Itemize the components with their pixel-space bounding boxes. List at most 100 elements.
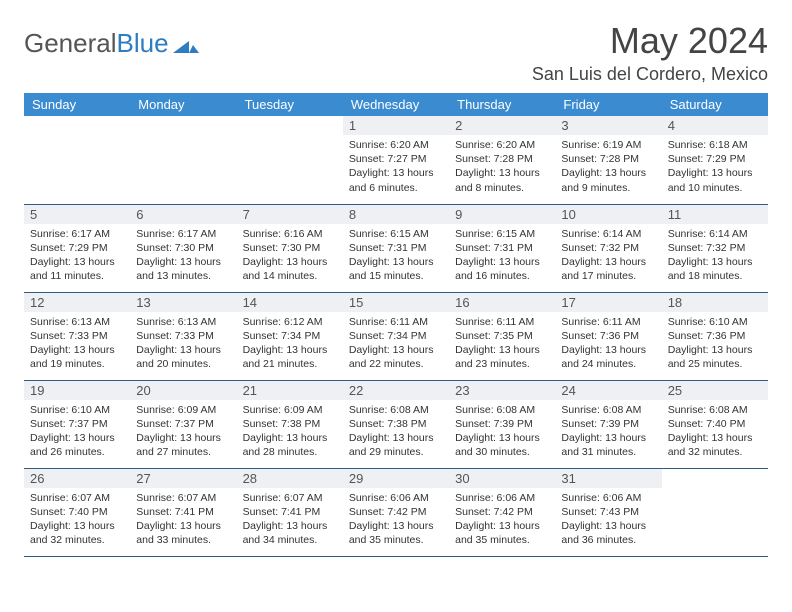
day-body: Sunrise: 6:08 AMSunset: 7:39 PMDaylight:… — [555, 400, 661, 464]
sunrise-line: Sunrise: 6:17 AM — [30, 228, 110, 240]
calendar-week-row: 12Sunrise: 6:13 AMSunset: 7:33 PMDayligh… — [24, 292, 768, 380]
sunrise-line: Sunrise: 6:09 AM — [136, 404, 216, 416]
calendar-cell: 7Sunrise: 6:16 AMSunset: 7:30 PMDaylight… — [237, 204, 343, 292]
brand-name-1: General — [24, 28, 117, 59]
day-number: 9 — [449, 205, 555, 224]
daylight-line: Daylight: 13 hours and 30 minutes. — [455, 432, 540, 458]
day-number: 19 — [24, 381, 130, 400]
calendar-cell: 6Sunrise: 6:17 AMSunset: 7:30 PMDaylight… — [130, 204, 236, 292]
day-body: Sunrise: 6:11 AM Sunset: 7:34 PM Daylight:… — [343, 312, 449, 376]
day-body: Sunrise: 6:18 AM Sunset: 7:29 PM Daylight:… — [662, 135, 768, 199]
daylight-line: Daylight: 13 hours and 18 minutes. — [668, 256, 753, 282]
sunset-line: Sunset: 7:41 PM — [243, 506, 321, 518]
day-body: Sunrise: 6:17 AMSunset: 7:30 PMDaylight:… — [130, 224, 236, 288]
daylight-line: Daylight: 13 hours and 15 minutes. — [349, 256, 434, 282]
day-number: 25 — [662, 381, 768, 400]
sunrise-line: Sunrise: 6:11 AM — [349, 316, 428, 328]
day-number: 20 — [130, 381, 236, 400]
day-number: 4 — [662, 116, 768, 135]
day-body: Sunrise: 6:14 AMSunset: 7:32 PMDaylight:… — [555, 224, 661, 288]
sunset-line: Sunset: 7:38 PM — [349, 418, 427, 430]
daylight-line: Daylight: 13 hours and 33 minutes. — [136, 520, 221, 546]
day-number: 27 — [130, 469, 236, 488]
daylight-line: Daylight: 13 hours and 6 minutes. — [349, 167, 434, 193]
sunset-line: Sunset: 7:34 PM — [243, 330, 321, 342]
sunset-line: Sunset: 7:40 PM — [30, 506, 108, 518]
calendar-week-row: 26Sunrise: 6:07 AMSunset: 7:40 PMDayligh… — [24, 468, 768, 556]
day-number: 10 — [555, 205, 661, 224]
daylight-line: Daylight: 13 hours and 10 minutes. — [668, 167, 753, 193]
weekday-header: Friday — [555, 93, 661, 116]
sunrise-line: Sunrise: 6:20 AM — [455, 139, 535, 151]
sunset-line: Sunset: 7:42 PM — [349, 506, 427, 518]
calendar-cell: 9Sunrise: 6:15 AMSunset: 7:31 PMDaylight… — [449, 204, 555, 292]
day-body: Sunrise: 6:16 AMSunset: 7:30 PMDaylight:… — [237, 224, 343, 288]
sunrise-line: Sunrise: 6:18 AM — [668, 139, 748, 151]
sunset-line: Sunset: 7:43 PM — [561, 506, 639, 518]
sunset-line: Sunset: 7:33 PM — [30, 330, 108, 342]
calendar-cell: 21Sunrise: 6:09 AMSunset: 7:38 PMDayligh… — [237, 380, 343, 468]
calendar-table: SundayMondayTuesdayWednesdayThursdayFrid… — [24, 93, 768, 557]
sunrise-line: Sunrise: 6:08 AM — [668, 404, 748, 416]
calendar-cell: 15 Sunrise: 6:11 AM Sunset: 7:34 PM Dayligh… — [343, 292, 449, 380]
weekday-header: Tuesday — [237, 93, 343, 116]
day-body: Sunrise: 6:15 AMSunset: 7:31 PMDaylight:… — [343, 224, 449, 288]
day-body: Sunrise: 6:07 AMSunset: 7:41 PMDaylight:… — [237, 488, 343, 552]
sunset-line: Sunset: 7:33 PM — [136, 330, 214, 342]
daylight-line: Daylight: 13 hours and 22 minutes. — [349, 344, 434, 370]
daylight-line: Daylight: 13 hours and 27 minutes. — [136, 432, 221, 458]
weekday-header: Thursday — [449, 93, 555, 116]
calendar-cell: 23Sunrise: 6:08 AMSunset: 7:39 PMDayligh… — [449, 380, 555, 468]
day-body: Sunrise: 6:17 AMSunset: 7:29 PMDaylight:… — [24, 224, 130, 288]
calendar-week-row: 5Sunrise: 6:17 AMSunset: 7:29 PMDaylight… — [24, 204, 768, 292]
sunrise-line: Sunrise: 6:17 AM — [136, 228, 216, 240]
day-body: Sunrise: 6:08 AMSunset: 7:39 PMDaylight:… — [449, 400, 555, 464]
sunrise-line: Sunrise: 6:15 AM — [455, 228, 535, 240]
day-body: Sunrise: 6:06 AMSunset: 7:42 PMDaylight:… — [449, 488, 555, 552]
day-number: 22 — [343, 381, 449, 400]
sunset-line: Sunset: 7:34 PM — [349, 330, 427, 342]
daylight-line: Daylight: 13 hours and 23 minutes. — [455, 344, 540, 370]
calendar-cell: 25Sunrise: 6:08 AMSunset: 7:40 PMDayligh… — [662, 380, 768, 468]
calendar-cell: 26Sunrise: 6:07 AMSunset: 7:40 PMDayligh… — [24, 468, 130, 556]
daylight-line: Daylight: 13 hours and 21 minutes. — [243, 344, 328, 370]
calendar-week-row: 19Sunrise: 6:10 AMSunset: 7:37 PMDayligh… — [24, 380, 768, 468]
daylight-line: Daylight: 13 hours and 24 minutes. — [561, 344, 646, 370]
sunrise-line: Sunrise: 6:10 AM — [30, 404, 110, 416]
daylight-line: Daylight: 13 hours and 16 minutes. — [455, 256, 540, 282]
sunrise-line: Sunrise: 6:08 AM — [349, 404, 429, 416]
day-number: 8 — [343, 205, 449, 224]
sunrise-line: Sunrise: 6:12 AM — [243, 316, 323, 328]
day-body: Sunrise: 6:13 AMSunset: 7:33 PMDaylight:… — [24, 312, 130, 376]
sunset-line: Sunset: 7:32 PM — [668, 242, 746, 254]
brand-logo-icon — [173, 35, 199, 53]
daylight-line: Daylight: 13 hours and 11 minutes. — [30, 256, 115, 282]
day-body: Sunrise: 6:08 AMSunset: 7:40 PMDaylight:… — [662, 400, 768, 464]
calendar-cell: 3Sunrise: 6:19 AMSunset: 7:28 PMDaylight… — [555, 116, 661, 204]
sunset-line: Sunset: 7:38 PM — [243, 418, 321, 430]
calendar-cell: 14Sunrise: 6:12 AMSunset: 7:34 PMDayligh… — [237, 292, 343, 380]
day-number: 7 — [237, 205, 343, 224]
calendar-cell: 2Sunrise: 6:20 AMSunset: 7:28 PMDaylight… — [449, 116, 555, 204]
day-number: 15 — [343, 293, 449, 312]
calendar-cell — [130, 116, 236, 204]
calendar-cell — [237, 116, 343, 204]
calendar-week-row: 1Sunrise: 6:20 AMSunset: 7:27 PMDaylight… — [24, 116, 768, 204]
day-body: Sunrise: 6:07 AMSunset: 7:40 PMDaylight:… — [24, 488, 130, 552]
sunset-line: Sunset: 7:36 PM — [561, 330, 639, 342]
calendar-cell: 11Sunrise: 6:14 AMSunset: 7:32 PMDayligh… — [662, 204, 768, 292]
sunrise-line: Sunrise: 6:10 AM — [668, 316, 748, 328]
sunset-line: Sunset: 7:30 PM — [243, 242, 321, 254]
sunset-line: Sunset: 7:27 PM — [349, 153, 427, 165]
sunset-line: Sunset: 7:40 PM — [668, 418, 746, 430]
daylight-line: Daylight: 13 hours and 8 minutes. — [455, 167, 540, 193]
weekday-header: Sunday — [24, 93, 130, 116]
sunrise-line: Sunrise: 6:09 AM — [243, 404, 323, 416]
sunset-line: Sunset: 7:29 PM — [668, 153, 746, 165]
day-number: 28 — [237, 469, 343, 488]
day-body: Sunrise: 6:11 AMSunset: 7:35 PMDaylight:… — [449, 312, 555, 376]
sunset-line: Sunset: 7:39 PM — [561, 418, 639, 430]
sunrise-line: Sunrise: 6:14 AM — [561, 228, 641, 240]
sunrise-line: Sunrise: 6:08 AM — [455, 404, 535, 416]
day-body: Sunrise: 6:20 AMSunset: 7:28 PMDaylight:… — [449, 135, 555, 199]
